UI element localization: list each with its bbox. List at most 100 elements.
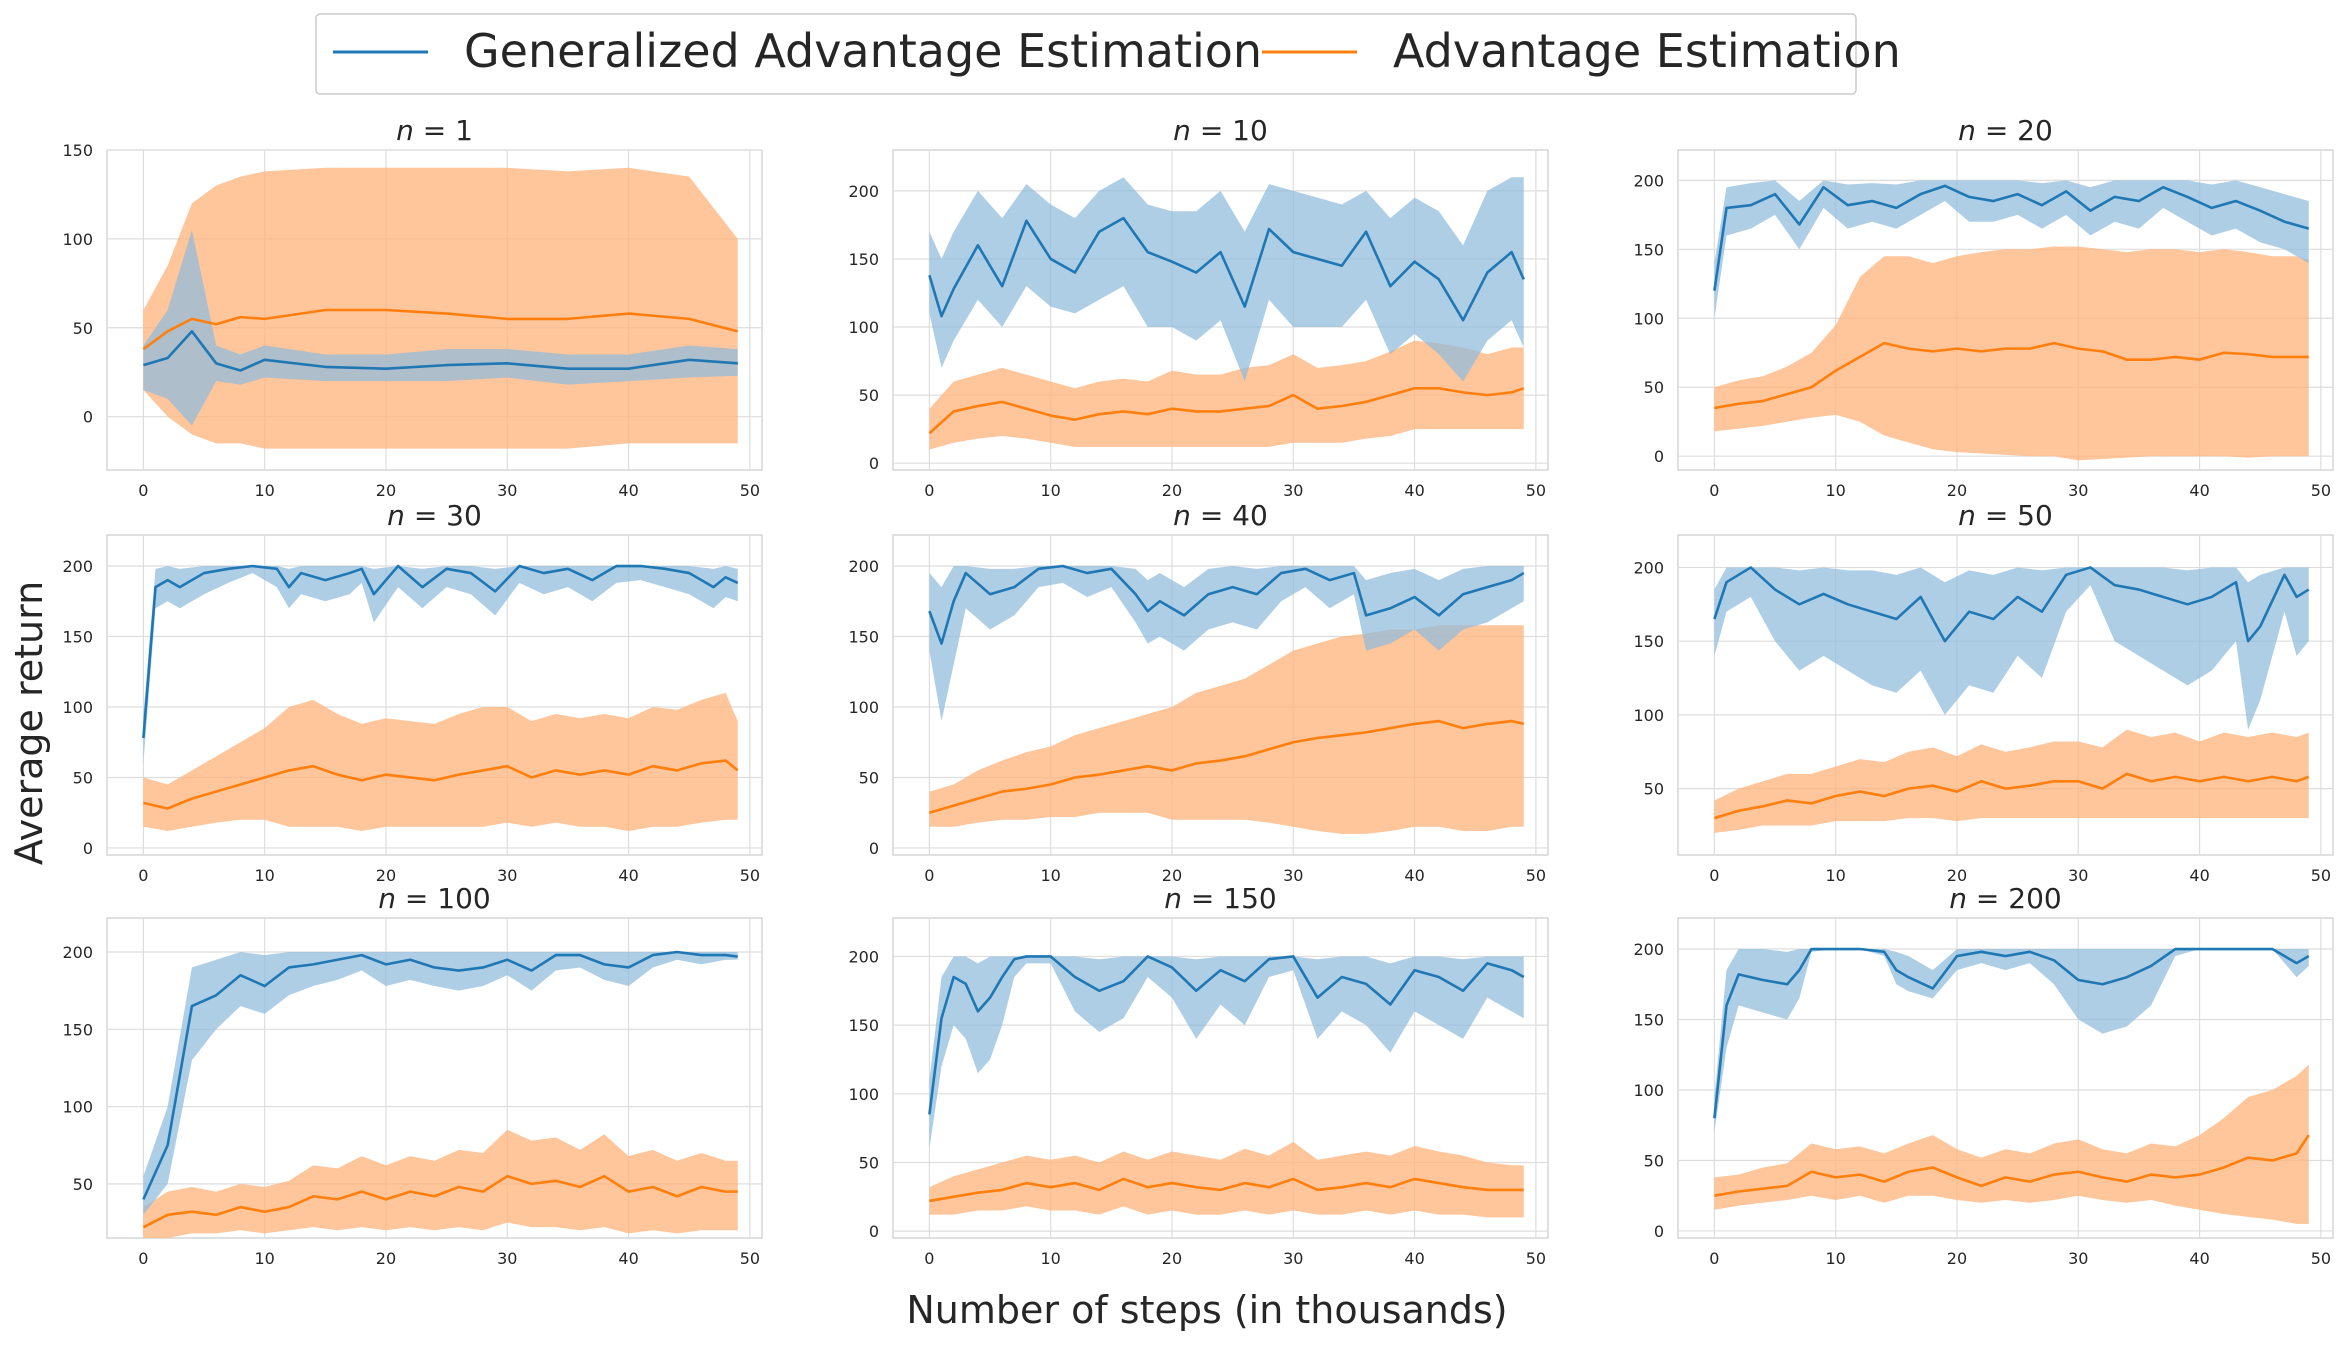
subplot-4: 0 10 20 30 40 50 0 50 100 150 200 n = 30 — [62, 499, 763, 885]
y-tick-label: 50 — [73, 1175, 93, 1194]
series-line-gae — [928, 955, 1525, 1115]
series-line-ae — [928, 386, 1525, 435]
x-tick-label: 30 — [2068, 481, 2088, 500]
series-line-ae — [142, 308, 739, 351]
y-tick-label: 0 — [83, 839, 93, 858]
x-tick-label: 30 — [497, 481, 517, 500]
subplot-title-value: = 150 — [1182, 882, 1277, 915]
subplot-title-variable: n — [378, 882, 396, 915]
subplot-title: n = 40 — [1173, 499, 1268, 532]
x-tick-label: 50 — [740, 1249, 760, 1268]
x-tick-label: 10 — [255, 866, 275, 885]
series-line-ae — [1714, 772, 2310, 820]
plot-marks — [928, 564, 1525, 834]
subplot-3: 0 10 20 30 40 50 0 50 100 150 200 n = 20 — [1633, 114, 2334, 500]
plot-marks — [1713, 180, 2310, 461]
x-tick-label: 10 — [1826, 866, 1846, 885]
x-tick-label: 20 — [376, 481, 396, 500]
plot-marks — [928, 955, 1525, 1218]
y-tick-label: 150 — [1633, 1010, 1664, 1029]
y-tick-label: 50 — [859, 1153, 879, 1172]
y-tick-label: 50 — [1644, 1151, 1664, 1170]
subplot-title-variable: n — [1173, 499, 1191, 532]
subplot-6: 0 10 20 30 40 50 50 100 150 200 n = 50 — [1633, 499, 2334, 885]
subplot-title-value: = 100 — [396, 882, 491, 915]
subplot-9: 0 10 20 30 40 50 0 50 100 150 200 n = 200 — [1633, 882, 2334, 1268]
x-tick-label: 40 — [2189, 481, 2209, 500]
series-line-gae — [1713, 184, 2310, 291]
y-tick-label: 100 — [62, 230, 93, 249]
subplot-5: 0 10 20 30 40 50 0 50 100 150 200 n = 40 — [848, 499, 1549, 885]
series-line-ae — [1714, 1134, 2310, 1197]
y-tick-label: 100 — [1633, 706, 1664, 725]
y-tick-label: 100 — [62, 1098, 93, 1117]
y-tick-label: 50 — [73, 319, 93, 338]
y-tick-label: 50 — [859, 768, 879, 787]
y-tick-label: 50 — [1644, 780, 1664, 799]
x-tick-label: 20 — [1162, 481, 1182, 500]
x-tick-label: 40 — [1404, 481, 1424, 500]
confidence-band-gae — [929, 956, 1524, 1149]
subplot-title: n = 150 — [1164, 882, 1276, 915]
subplot-title-variable: n — [396, 114, 414, 147]
x-axis-label: Number of steps (in thousands) — [906, 1288, 1507, 1332]
y-tick-label: 150 — [1633, 632, 1664, 651]
confidence-band-gae — [143, 952, 738, 1215]
subplot-title: n = 50 — [1958, 499, 2053, 532]
y-tick-label: 50 — [859, 386, 879, 405]
confidence-band-gae — [143, 566, 738, 764]
series-line-ae — [1714, 341, 2309, 410]
x-tick-label: 50 — [740, 866, 760, 885]
x-tick-label: 30 — [2068, 1249, 2088, 1268]
y-tick-label: 0 — [869, 454, 879, 473]
x-tick-label: 20 — [1947, 866, 1967, 885]
x-tick-label: 10 — [1826, 481, 1846, 500]
y-tick-label: 100 — [1633, 1081, 1664, 1100]
y-tick-label: 200 — [1633, 558, 1664, 577]
x-tick-label: 20 — [376, 1249, 396, 1268]
x-tick-label: 50 — [740, 481, 760, 500]
x-tick-label: 50 — [1526, 1249, 1546, 1268]
series-line-gae — [1713, 566, 2310, 643]
plot-marks — [142, 167, 739, 449]
confidence-band-gae — [143, 230, 738, 426]
x-tick-label: 20 — [1162, 1249, 1182, 1268]
x-tick-label: 30 — [1283, 481, 1303, 500]
confidence-band-ae — [143, 167, 738, 449]
plot-marks — [142, 564, 739, 832]
x-tick-label: 10 — [255, 1249, 275, 1268]
x-tick-label: 10 — [1041, 1249, 1061, 1268]
x-tick-label: 30 — [1283, 1249, 1303, 1268]
confidence-band-ae — [1714, 246, 2309, 461]
x-tick-label: 0 — [924, 866, 934, 885]
legend: Generalized Advantage Estimation Advanta… — [315, 13, 1901, 95]
x-tick-label: 10 — [255, 481, 275, 500]
series-line-gae — [142, 564, 739, 739]
x-tick-label: 20 — [376, 866, 396, 885]
y-tick-label: 100 — [848, 318, 879, 337]
plot-marks — [1713, 947, 2310, 1224]
y-tick-label: 200 — [1633, 940, 1664, 959]
subplot-7: 0 10 20 30 40 50 50 100 150 200 n = 100 — [62, 882, 763, 1268]
subplot-title-variable: n — [1949, 882, 1967, 915]
confidence-band-ae — [1714, 729, 2309, 833]
legend-label-ae: Advantage Estimation — [1393, 24, 1901, 78]
y-tick-label: 50 — [1644, 378, 1664, 397]
confidence-band-gae — [929, 177, 1524, 382]
y-tick-label: 0 — [1654, 1222, 1664, 1241]
confidence-band-gae — [1714, 949, 2309, 1133]
subplot-title-variable: n — [1164, 882, 1182, 915]
subplot-title: n = 10 — [1173, 114, 1268, 147]
x-tick-label: 30 — [497, 1249, 517, 1268]
x-tick-label: 30 — [2068, 866, 2088, 885]
plot-marks — [142, 950, 738, 1238]
x-tick-label: 0 — [924, 481, 934, 500]
y-tick-label: 150 — [62, 141, 93, 160]
series-line-gae — [928, 564, 1525, 645]
series-line-ae — [929, 719, 1525, 814]
x-tick-label: 40 — [618, 1249, 638, 1268]
subplot-title: n = 1 — [396, 114, 473, 147]
x-tick-label: 40 — [1404, 1249, 1424, 1268]
